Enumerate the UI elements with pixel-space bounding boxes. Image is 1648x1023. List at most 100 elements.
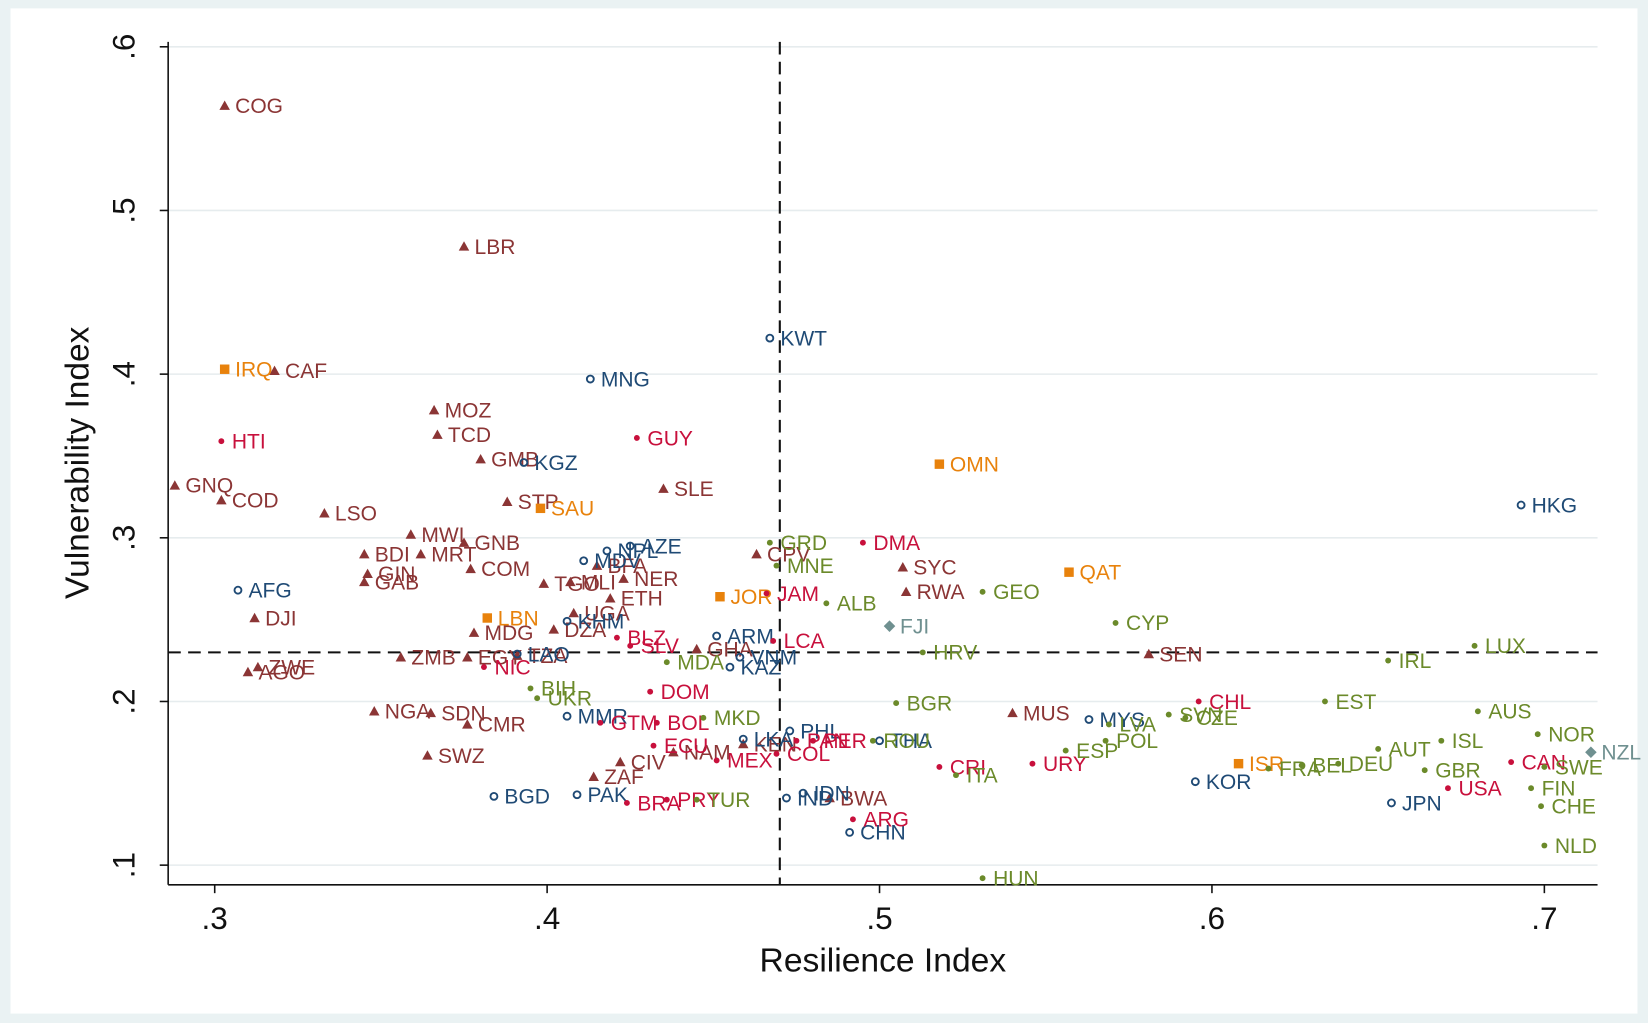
point-label: GNQ <box>185 475 233 498</box>
point-label: LCA <box>784 630 825 653</box>
point <box>219 100 230 110</box>
point <box>1182 714 1189 721</box>
point-label: MDG <box>484 622 533 645</box>
point-label: CYP <box>1126 612 1169 635</box>
point-label: UGA <box>584 602 630 625</box>
point-label: POL <box>1116 730 1158 753</box>
point-label: GBR <box>1435 760 1481 783</box>
point <box>602 546 612 556</box>
point <box>562 616 572 626</box>
point <box>1474 708 1481 715</box>
point-label: FRA <box>1279 758 1321 781</box>
point-label: DZA <box>564 619 606 642</box>
point-label: MNE <box>787 555 834 578</box>
point-label: AGO <box>258 661 305 684</box>
point-label: SAU <box>551 498 594 521</box>
point-label: MOZ <box>445 400 492 423</box>
point <box>534 695 541 702</box>
point-label: KGZ <box>534 452 577 475</box>
point <box>627 642 634 649</box>
point <box>859 539 866 546</box>
point <box>1233 758 1244 769</box>
point-label: SEN <box>1159 643 1202 666</box>
point-label: STP <box>518 491 559 514</box>
y-tick-label: .4 <box>106 361 141 387</box>
point-label: BEL <box>1312 755 1352 778</box>
point-label: TCD <box>448 424 491 447</box>
point <box>883 620 896 632</box>
point <box>691 643 702 654</box>
point <box>766 539 773 546</box>
point-label: ETH <box>621 588 663 611</box>
point-label: CMR <box>478 714 526 737</box>
point <box>482 613 493 623</box>
point <box>568 607 579 618</box>
point <box>810 737 816 744</box>
point-label: PAN <box>807 730 849 753</box>
point <box>785 726 795 736</box>
point-label: BLZ <box>627 627 666 650</box>
point-label: TZA <box>528 645 568 668</box>
point-label: URY <box>1043 753 1087 776</box>
point-label: EGY <box>478 647 522 670</box>
point <box>405 529 417 539</box>
point-label: DMA <box>873 532 920 555</box>
point-label: IRL <box>1399 650 1432 673</box>
point <box>1471 642 1478 649</box>
point-label: ITA <box>966 764 997 787</box>
point-label: NGA <box>385 701 431 724</box>
point-label: USA <box>1458 778 1501 801</box>
point-label: GMB <box>491 449 539 472</box>
point <box>700 714 707 721</box>
point <box>1528 785 1535 792</box>
point <box>1375 746 1382 752</box>
point <box>793 737 800 744</box>
point-label: AZE <box>641 535 682 558</box>
point <box>1195 698 1202 705</box>
point <box>597 719 604 726</box>
point <box>252 661 264 672</box>
point <box>169 480 181 490</box>
point-label: PER <box>824 730 867 753</box>
point <box>428 404 440 415</box>
point <box>647 688 654 695</box>
point-label: COM <box>481 558 530 581</box>
point <box>218 438 225 445</box>
point-label: ZAF <box>604 766 644 789</box>
point <box>715 592 725 602</box>
point-label: GIN <box>378 563 415 586</box>
point-label: ALB <box>837 593 877 616</box>
point-label: KHM <box>578 611 625 634</box>
point <box>763 590 770 597</box>
point-label: SWE <box>1555 756 1603 779</box>
point-label: ZWE <box>268 656 315 679</box>
point <box>359 548 370 559</box>
point <box>869 737 876 744</box>
point-label: BGD <box>504 786 550 809</box>
point-label: CZE <box>1196 707 1238 730</box>
point-label: SLV <box>641 635 679 658</box>
point <box>751 548 762 559</box>
point <box>618 573 629 583</box>
point <box>249 612 260 623</box>
point-label: FJI <box>900 616 929 639</box>
point-label: ECU <box>664 735 708 758</box>
point <box>1585 746 1597 758</box>
point-label: LBN <box>498 607 539 630</box>
point <box>1029 760 1036 767</box>
point-label: LVA <box>1119 714 1156 737</box>
x-tick-label: .6 <box>1199 901 1225 936</box>
point <box>658 483 669 493</box>
point-label: NLD <box>1555 835 1597 858</box>
point-label: MEX <box>727 750 773 773</box>
point <box>668 746 679 757</box>
point-label: ESP <box>1076 740 1118 763</box>
point-label: GTM <box>611 712 658 735</box>
point <box>849 816 856 823</box>
point-label: QAT <box>1080 562 1122 585</box>
y-tick-label: .6 <box>106 34 141 60</box>
point-label: NIC <box>494 656 530 679</box>
point-label: HKG <box>1532 494 1578 517</box>
y-tick-label: .1 <box>106 852 141 878</box>
